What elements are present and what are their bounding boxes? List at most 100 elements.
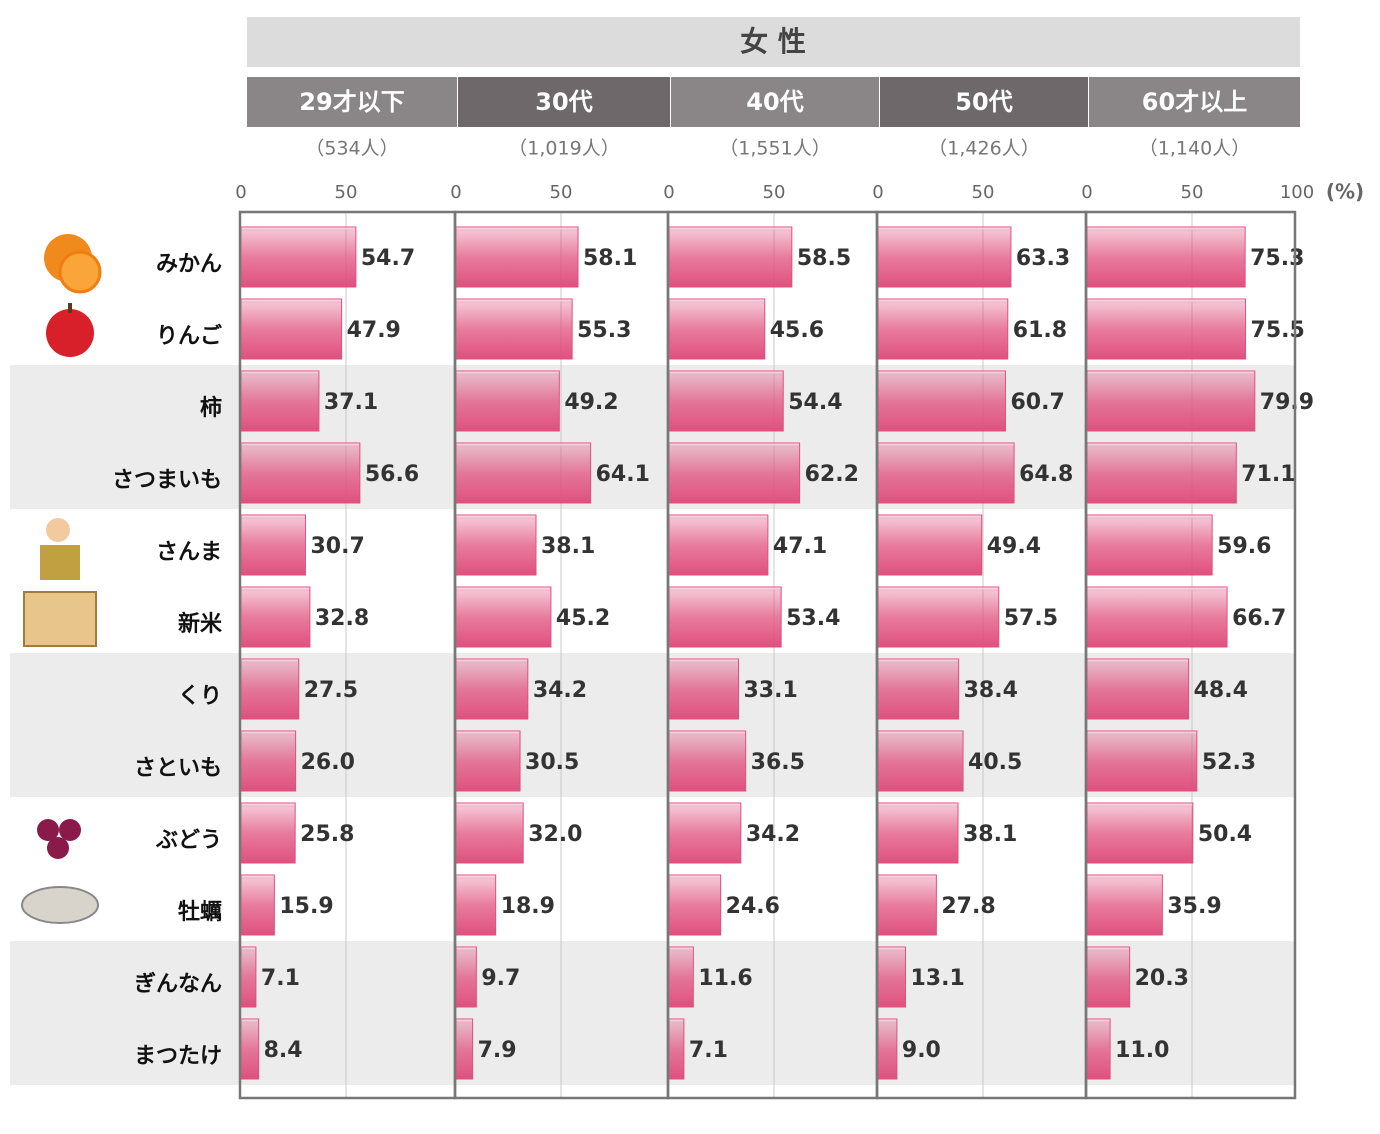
bar	[1086, 874, 1163, 936]
x-tick-label: 0	[235, 182, 246, 203]
value-label: 45.6	[770, 318, 824, 343]
panel-header	[671, 77, 879, 127]
value-label: 34.2	[533, 678, 587, 703]
category-label: さんま	[156, 540, 222, 565]
row-band	[10, 365, 1295, 437]
bar	[668, 946, 694, 1008]
value-label: 11.0	[1115, 1038, 1169, 1063]
value-label: 32.8	[315, 606, 369, 631]
bar	[668, 514, 769, 576]
value-label: 8.4	[264, 1038, 303, 1063]
bar	[668, 1018, 685, 1080]
row-band	[10, 437, 1295, 509]
category-label: 新米	[178, 611, 223, 637]
category-label: ぎんなん	[134, 971, 222, 997]
category-label: まつたけ	[134, 1044, 222, 1069]
value-label: 38.4	[964, 678, 1018, 703]
bar	[668, 226, 793, 288]
bar	[668, 658, 740, 720]
value-label: 62.2	[805, 462, 859, 487]
series-name: 50代	[955, 88, 1012, 116]
bar	[877, 874, 937, 936]
value-label: 58.5	[797, 246, 851, 271]
bar	[455, 802, 524, 864]
value-label: 30.7	[310, 534, 364, 559]
value-label: 26.0	[301, 750, 355, 775]
bar	[1086, 946, 1131, 1008]
value-label: 18.9	[501, 894, 555, 919]
bar	[455, 874, 497, 936]
value-label: 64.1	[596, 462, 650, 487]
value-label: 32.0	[528, 822, 582, 847]
bar	[455, 298, 573, 360]
value-label: 61.8	[1013, 318, 1067, 343]
series-name: 60才以上	[1142, 88, 1247, 116]
panel-header	[880, 77, 1088, 127]
panel-frame	[1084, 210, 1297, 1100]
value-label: 57.5	[1004, 606, 1058, 631]
bar	[877, 658, 960, 720]
value-label: 9.7	[481, 966, 520, 991]
value-label: 33.1	[744, 678, 798, 703]
value-label: 79.9	[1260, 390, 1314, 415]
category-label: さつまいも	[112, 468, 222, 493]
bar	[1086, 658, 1190, 720]
bar	[1086, 370, 1256, 432]
chart-title: 女 性	[740, 25, 806, 58]
value-label: 7.9	[478, 1038, 517, 1063]
value-label: 34.2	[746, 822, 800, 847]
value-label: 63.3	[1016, 246, 1070, 271]
bar	[240, 658, 300, 720]
bar	[455, 442, 592, 504]
bar	[240, 370, 320, 432]
x-tick-label: 50	[1181, 182, 1204, 203]
value-label: 38.1	[963, 822, 1017, 847]
bar	[668, 370, 784, 432]
value-label: 13.1	[911, 966, 965, 991]
bar	[877, 802, 959, 864]
row-band	[10, 725, 1295, 797]
value-label: 20.3	[1135, 966, 1189, 991]
bar	[877, 514, 983, 576]
bar	[877, 442, 1015, 504]
value-label: 66.7	[1232, 606, 1286, 631]
category-label: りんご	[156, 323, 222, 349]
bar	[668, 874, 722, 936]
bar	[877, 730, 964, 792]
bar	[455, 514, 537, 576]
value-label: 55.3	[577, 318, 631, 343]
category-label: ぶどう	[155, 828, 222, 853]
value-label: 50.4	[1198, 822, 1252, 847]
value-label: 36.5	[751, 750, 805, 775]
bar	[1086, 730, 1198, 792]
category-label: みかん	[156, 252, 222, 277]
x-tick-label: 0	[872, 182, 883, 203]
bar	[877, 226, 1012, 288]
value-label: 15.9	[279, 894, 333, 919]
bar	[455, 946, 477, 1008]
value-label: 75.3	[1250, 246, 1304, 271]
count-label: （534人）	[305, 138, 398, 160]
value-label: 7.1	[689, 1038, 728, 1063]
series-name: 29才以下	[299, 88, 404, 116]
value-label: 59.6	[1217, 534, 1271, 559]
bar	[455, 226, 579, 288]
x-unit: (%)	[1326, 180, 1364, 204]
category-label: 柿	[200, 395, 222, 421]
x-tick-label: 0	[1081, 182, 1092, 203]
category-label: 牡蠣	[178, 900, 222, 925]
value-label: 24.6	[726, 894, 780, 919]
value-label: 48.4	[1194, 678, 1248, 703]
count-label: （1,019人）	[508, 138, 619, 160]
bar	[240, 226, 357, 288]
title-band	[247, 17, 1300, 67]
value-label: 45.2	[556, 606, 610, 631]
x-tick-label: 100	[1280, 182, 1314, 203]
value-label: 54.7	[361, 246, 415, 271]
panel-header	[458, 77, 670, 127]
value-label: 49.2	[564, 390, 618, 415]
x-tick-label: 0	[450, 182, 461, 203]
bar	[455, 586, 552, 648]
